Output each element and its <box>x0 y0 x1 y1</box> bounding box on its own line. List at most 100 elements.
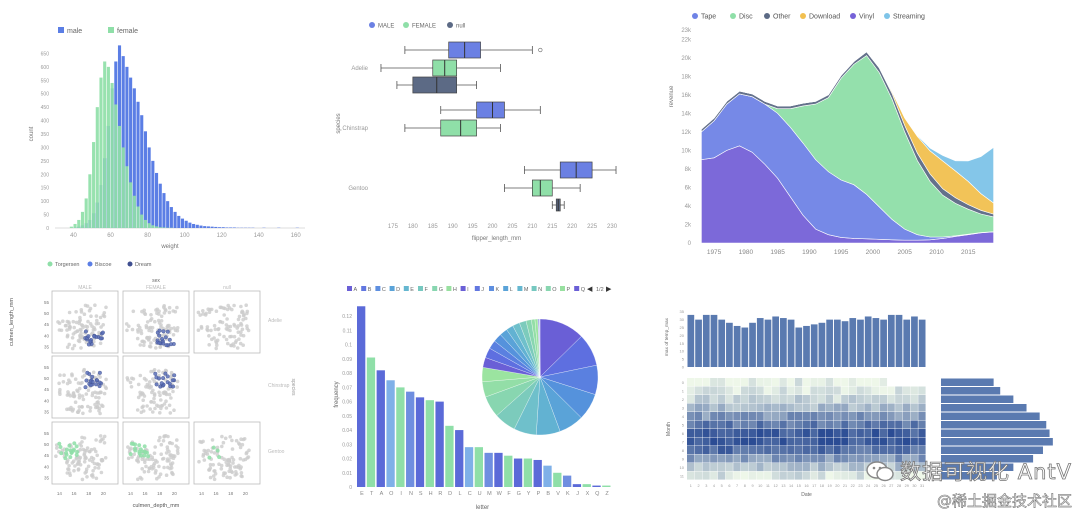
scatter-point-bg <box>149 400 153 404</box>
scatter-point-bg <box>87 458 92 462</box>
y-tick-label: 0.07 <box>342 385 352 391</box>
heatmap-panel: 0 5 10 15 20 25 30 35 max of temp_max 0 1 2 3 4 5 6 7 8 9 1… <box>660 290 1080 521</box>
right-bar <box>941 404 1027 412</box>
watermark: 数据可视化 AntV @稀土掘金技术社区 <box>866 456 1072 511</box>
heat-y-tick-label: 11 <box>680 473 685 478</box>
scatter-point-bg <box>207 334 211 338</box>
scatter-point-bg <box>151 410 155 414</box>
bar-female <box>117 125 122 228</box>
scatter-point-bg <box>55 446 59 450</box>
heat-cell <box>818 395 826 404</box>
scatter-point-highlight <box>165 374 170 379</box>
scatter-point-bg <box>218 305 223 310</box>
x-axis-label: letter <box>476 505 489 511</box>
x-tick-label: D <box>448 491 452 497</box>
heat-cell <box>733 437 741 446</box>
x-tick-label: U <box>478 491 482 497</box>
scatter-point-bg <box>147 383 152 388</box>
heat-cell <box>733 429 741 438</box>
scatter-point-bg <box>77 339 82 344</box>
heat-cell <box>810 412 818 421</box>
heat-cell <box>748 471 756 480</box>
x-tick-label: 2010 <box>929 249 944 256</box>
heat-cell <box>833 454 841 463</box>
heat-cell <box>864 386 872 395</box>
heat-cell <box>848 403 857 412</box>
heat-x-tick-label: 6 <box>728 484 730 488</box>
legend-swatch-female <box>108 27 114 33</box>
legend-label-B: B <box>368 287 372 293</box>
heat-cell <box>702 463 710 472</box>
heat-cell <box>794 403 803 412</box>
legend-label-Vinyl: Vinyl <box>859 14 874 21</box>
scatter-point-bg <box>135 458 139 463</box>
y-tick-label: 45 <box>44 322 50 327</box>
x-tick-label: H <box>429 491 433 497</box>
bar-Y <box>523 458 533 487</box>
scatter-point-bg <box>80 380 84 385</box>
scatter-point-bg <box>98 341 103 346</box>
scatter-point-bg <box>227 458 232 463</box>
heat-cell <box>717 463 726 472</box>
scatter-point-bg <box>138 373 143 378</box>
heat-cell <box>872 403 880 412</box>
scatter-point-highlight <box>211 445 216 450</box>
scatter-point-bg <box>140 467 144 471</box>
scatter-point-bg <box>152 396 156 401</box>
scatter-point-bg <box>61 319 65 323</box>
scatter-point-highlight <box>90 374 95 379</box>
heat-cell <box>687 386 695 395</box>
bar-E <box>357 306 366 487</box>
heat-cell <box>756 395 764 404</box>
bar-female <box>162 227 166 228</box>
heat-cell <box>818 386 826 395</box>
scatter-point-bg <box>162 435 166 439</box>
heat-cell <box>802 420 810 429</box>
scatter-point-bg <box>246 328 251 333</box>
top-bar <box>864 316 872 367</box>
scatter-point-bg <box>238 456 243 461</box>
bar-Q <box>592 485 601 487</box>
heat-cell <box>872 420 880 429</box>
scatter-point-bg <box>153 319 157 324</box>
heat-cell <box>687 463 695 472</box>
bar-male <box>136 101 140 228</box>
right-bar <box>941 412 1040 420</box>
scatter-point-bg <box>174 444 178 448</box>
heat-cell <box>802 429 810 438</box>
x-tick-label: X <box>586 491 590 497</box>
scatter-point-bg <box>79 328 83 333</box>
y-tick-label: 0.02 <box>342 457 352 463</box>
top-bar <box>849 318 857 367</box>
heat-cell <box>818 471 826 480</box>
scatter-point-bg <box>226 462 231 467</box>
heat-cell <box>802 437 810 446</box>
scatter-point-bg <box>141 404 145 409</box>
heat-cell <box>687 429 695 438</box>
heat-x-tick-label: 19 <box>828 484 832 488</box>
scatter-point-bg <box>76 468 81 472</box>
heat-cell <box>771 437 780 446</box>
scatter-point-bg <box>80 323 85 328</box>
scatter-point-bg <box>97 463 101 467</box>
scatter-point-bg <box>168 411 173 415</box>
scatter-point-bg <box>151 377 155 381</box>
scatter-point-bg <box>163 307 167 311</box>
heat-cell <box>779 378 787 387</box>
heat-cell <box>779 420 787 429</box>
top-bar <box>733 325 741 367</box>
heat-x-tick-label: 24 <box>866 484 870 488</box>
scatter-point-bg <box>80 375 85 379</box>
scatter-point-bg <box>244 303 248 307</box>
heat-cell <box>694 395 703 404</box>
bar-male <box>199 225 203 228</box>
heat-cell <box>872 395 880 404</box>
watermark-subtitle: @稀土掘金技术社区 <box>936 492 1073 511</box>
scatter-point-bg <box>158 393 162 398</box>
y-tick-label: 35 <box>44 344 50 349</box>
scatter-point-bg <box>208 475 213 480</box>
scatter-point-bg <box>155 307 160 312</box>
heat-cell <box>687 471 695 480</box>
scatter-point-bg <box>135 336 140 341</box>
